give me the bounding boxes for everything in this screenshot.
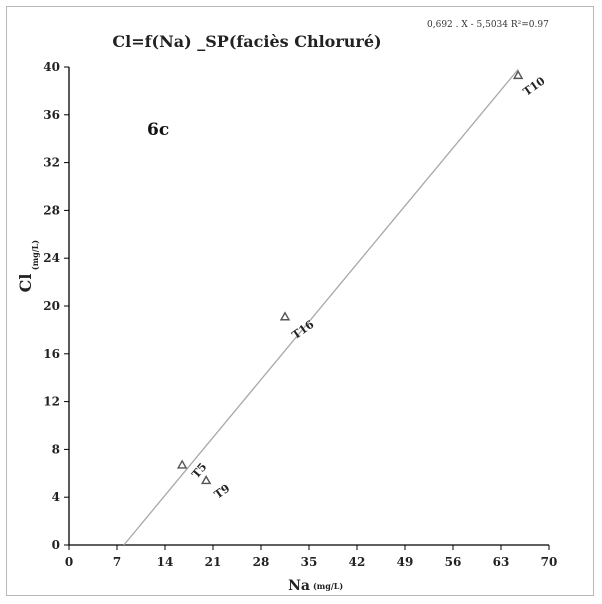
data-point-marker	[200, 475, 212, 485]
x-tick-label: 28	[253, 555, 270, 569]
data-point-marker	[279, 311, 291, 321]
x-tick-label: 7	[113, 555, 121, 569]
chart-svg: Cl=f(Na) _SP(faciès Chloruré) 0,692 . X …	[16, 20, 558, 594]
x-tick-label: 35	[301, 555, 318, 569]
axes	[68, 67, 549, 546]
x-axis-label: Na	[288, 578, 310, 594]
x-tick-label: 49	[397, 555, 414, 569]
y-axis-label-group: Cl	[16, 274, 35, 293]
trendline	[123, 68, 519, 546]
y-tick-label: 8	[52, 442, 60, 456]
y-axis-label: Cl	[16, 274, 35, 293]
x-tick-label: 14	[157, 555, 174, 569]
y-tick-label: 20	[43, 299, 60, 313]
panel-label: 6c	[147, 120, 169, 140]
x-tick-label: 70	[541, 555, 558, 569]
chart-title: Cl=f(Na) _SP(faciès Chloruré)	[112, 32, 381, 51]
data-point-label: T16	[290, 318, 317, 342]
y-tick-label: 36	[43, 108, 60, 122]
data-point-marker	[176, 459, 188, 469]
x-tick-label: 21	[205, 555, 222, 569]
y-axis-unit: (mg/L)	[30, 240, 40, 270]
y-tick-label: 4	[52, 490, 60, 504]
trendline-group	[123, 68, 519, 546]
y-tick-label: 32	[43, 156, 60, 170]
y-tick-label: 12	[43, 395, 60, 409]
y-tick-label: 0	[52, 538, 60, 552]
x-tick-label: 63	[493, 555, 510, 569]
y-tick-label: 28	[43, 203, 60, 217]
x-axis-ticks: 0 7 14 21 28 35 42 49 56 63 70	[65, 545, 558, 569]
y-tick-label: 24	[43, 251, 60, 265]
trendline-equation: 0,692 . X - 5,5034 R²=0.97	[427, 20, 549, 30]
x-tick-label: 0	[65, 555, 73, 569]
x-axis-unit: (mg/L)	[313, 581, 343, 591]
x-tick-label: 42	[349, 555, 366, 569]
y-tick-label: 40	[43, 60, 60, 74]
data-point-label: T10	[521, 74, 548, 98]
x-tick-label: 56	[445, 555, 462, 569]
y-axis-unit-group: (mg/L)	[30, 240, 40, 270]
y-tick-label: 16	[43, 347, 60, 361]
data-point-marker	[512, 69, 524, 80]
data-point-label: T9	[212, 482, 232, 502]
y-axis-ticks: 0 4 8 12 16 20 24 28 32 36 40	[43, 60, 69, 552]
chart-frame: Cl=f(Na) _SP(faciès Chloruré) 0,692 . X …	[6, 6, 594, 596]
